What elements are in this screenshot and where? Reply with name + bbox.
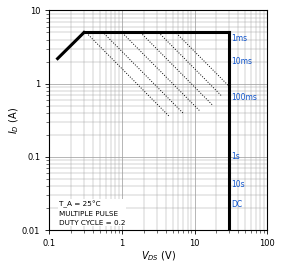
Text: T_A = 25°C
MULTIPLE PULSE
DUTY CYCLE = 0.2: T_A = 25°C MULTIPLE PULSE DUTY CYCLE = 0…	[59, 200, 125, 226]
Text: 1ms: 1ms	[231, 33, 247, 42]
Text: 10s: 10s	[231, 180, 245, 189]
X-axis label: $V_{DS}$ (V): $V_{DS}$ (V)	[141, 249, 176, 263]
Text: 10ms: 10ms	[231, 57, 252, 66]
Text: DC: DC	[231, 200, 242, 210]
Y-axis label: $I_D$ (A): $I_D$ (A)	[7, 107, 21, 134]
Text: 100ms: 100ms	[231, 93, 257, 102]
Text: 1s: 1s	[231, 152, 240, 161]
